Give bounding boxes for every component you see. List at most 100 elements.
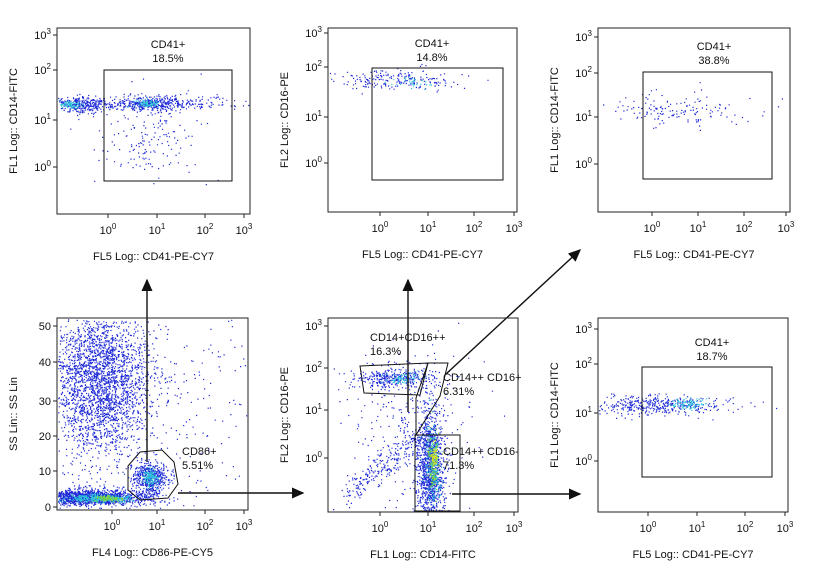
x-tick-label: 100 <box>372 220 389 235</box>
tick-exponent: 3 <box>318 318 323 327</box>
x-tick-label: 102 <box>466 220 483 235</box>
tick-base: 10 <box>197 225 209 237</box>
y-tick-label: 102 <box>34 62 51 77</box>
tick-exponent: 2 <box>478 220 483 229</box>
y-tick-label: 100 <box>34 159 51 174</box>
tick-exponent: 2 <box>588 65 593 74</box>
tick-base: 10 <box>305 363 317 375</box>
gate-percent: 6.31% <box>443 386 474 398</box>
tick-exponent: 3 <box>518 220 523 229</box>
y-tick-label: 10 <box>39 466 51 478</box>
tick-exponent: 2 <box>47 62 52 71</box>
x-axis-label: FL5 Log:: CD41-PE-CY7 <box>632 549 753 561</box>
tick-base: 10 <box>575 159 587 171</box>
tick-exponent: 1 <box>161 518 166 527</box>
tick-exponent: 1 <box>432 220 437 229</box>
x-tick-label: 103 <box>777 520 794 535</box>
tick-base: 10 <box>420 523 432 535</box>
tick-base: 10 <box>305 405 317 417</box>
tick-exponent: 3 <box>518 520 523 529</box>
y-tick-label: 30 <box>39 396 51 408</box>
tick-base: 10 <box>236 225 248 237</box>
y-tick-label: 101 <box>575 109 592 124</box>
tick-exponent: 0 <box>112 222 117 231</box>
x-axis-label: FL5 Log:: CD41-PE-CY7 <box>93 251 214 263</box>
tick-base: 10 <box>466 523 478 535</box>
y-tick-label: 100 <box>575 453 592 468</box>
gate <box>414 434 461 512</box>
x-tick-label: 103 <box>506 520 523 535</box>
tick-exponent: 0 <box>652 520 657 529</box>
tick-exponent: 1 <box>588 405 593 414</box>
y-tick-label: 101 <box>305 109 322 124</box>
plot-frame <box>56 27 251 215</box>
x-tick-label: 101 <box>689 520 706 535</box>
plot-frame <box>597 27 791 213</box>
x-tick-label: 101 <box>690 220 707 235</box>
gate <box>359 362 429 396</box>
tick-exponent: 0 <box>588 156 593 165</box>
tick-base: 10 <box>372 223 384 235</box>
tick-base: 10 <box>466 223 478 235</box>
gate-name: CD86+ <box>182 446 217 458</box>
y-tick-label: 40 <box>39 357 51 369</box>
x-tick-label: 103 <box>778 220 795 235</box>
tick-base: 10 <box>34 115 46 127</box>
gate-percent: 38.8% <box>698 55 729 67</box>
y-tick-label: 102 <box>305 59 322 74</box>
y-tick-label: 100 <box>305 155 322 170</box>
x-axis-label: FL5 Log:: CD41-PE-CY7 <box>633 249 754 261</box>
y-axis-label: FL1 Log:: CD14-FITC <box>8 68 20 174</box>
tick-exponent: 3 <box>588 29 593 38</box>
y-tick-label: 0 <box>45 502 51 514</box>
tick-base: 10 <box>690 223 702 235</box>
y-tick-label: 102 <box>575 65 592 80</box>
tick-base: 10 <box>100 225 112 237</box>
tick-base: 10 <box>305 158 317 170</box>
tick-exponent: 1 <box>318 109 323 118</box>
tick-exponent: 2 <box>209 518 214 527</box>
x-tick-label: 102 <box>737 520 754 535</box>
gate <box>103 69 233 182</box>
tick-base: 10 <box>575 68 587 80</box>
tick-base: 10 <box>575 456 587 468</box>
y-tick-label: 102 <box>575 356 592 371</box>
tick-exponent: 1 <box>161 222 166 231</box>
tick-exponent: 1 <box>318 402 323 411</box>
tick-base: 10 <box>644 223 656 235</box>
y-tick-label: 101 <box>34 112 51 127</box>
tick-base: 10 <box>372 523 384 535</box>
x-tick-label: 101 <box>149 222 166 237</box>
x-tick-label: 103 <box>236 222 253 237</box>
x-tick-label: 100 <box>104 518 121 533</box>
tick-exponent: 2 <box>749 520 754 529</box>
gate-name: CD14+CD16++ <box>370 332 446 344</box>
event-dots <box>58 63 783 513</box>
plot-frame <box>597 317 789 513</box>
gate-name: CD14++ CD16- <box>443 446 519 458</box>
tick-exponent: 1 <box>47 112 52 121</box>
tick-base: 10 <box>778 223 790 235</box>
tick-exponent: 2 <box>478 520 483 529</box>
tick-exponent: 1 <box>588 109 593 118</box>
x-tick-label: 102 <box>466 520 483 535</box>
y-tick-label: 100 <box>575 156 592 171</box>
x-tick-label: 101 <box>420 520 437 535</box>
tick-exponent: 1 <box>432 520 437 529</box>
y-tick-label: 101 <box>575 405 592 420</box>
x-tick-label: 100 <box>100 222 117 237</box>
y-axis-label: FL1 Log:: CD14-FITC <box>549 362 561 468</box>
x-tick-label: 101 <box>420 220 437 235</box>
tick-base: 10 <box>305 321 317 333</box>
gate-name: CD41+ <box>697 41 732 53</box>
y-axis-label: FL2 Log:: CD16-PE <box>279 72 291 168</box>
tick-exponent: 3 <box>248 222 253 231</box>
x-tick-label: 100 <box>644 220 661 235</box>
tick-base: 10 <box>575 324 587 336</box>
gate-percent: 14.8% <box>416 52 447 64</box>
gate-name: CD41+ <box>151 39 186 51</box>
gate-percent: 16.3% <box>370 346 401 358</box>
y-axis-label: SS Lin:: SS Lin <box>8 377 20 451</box>
